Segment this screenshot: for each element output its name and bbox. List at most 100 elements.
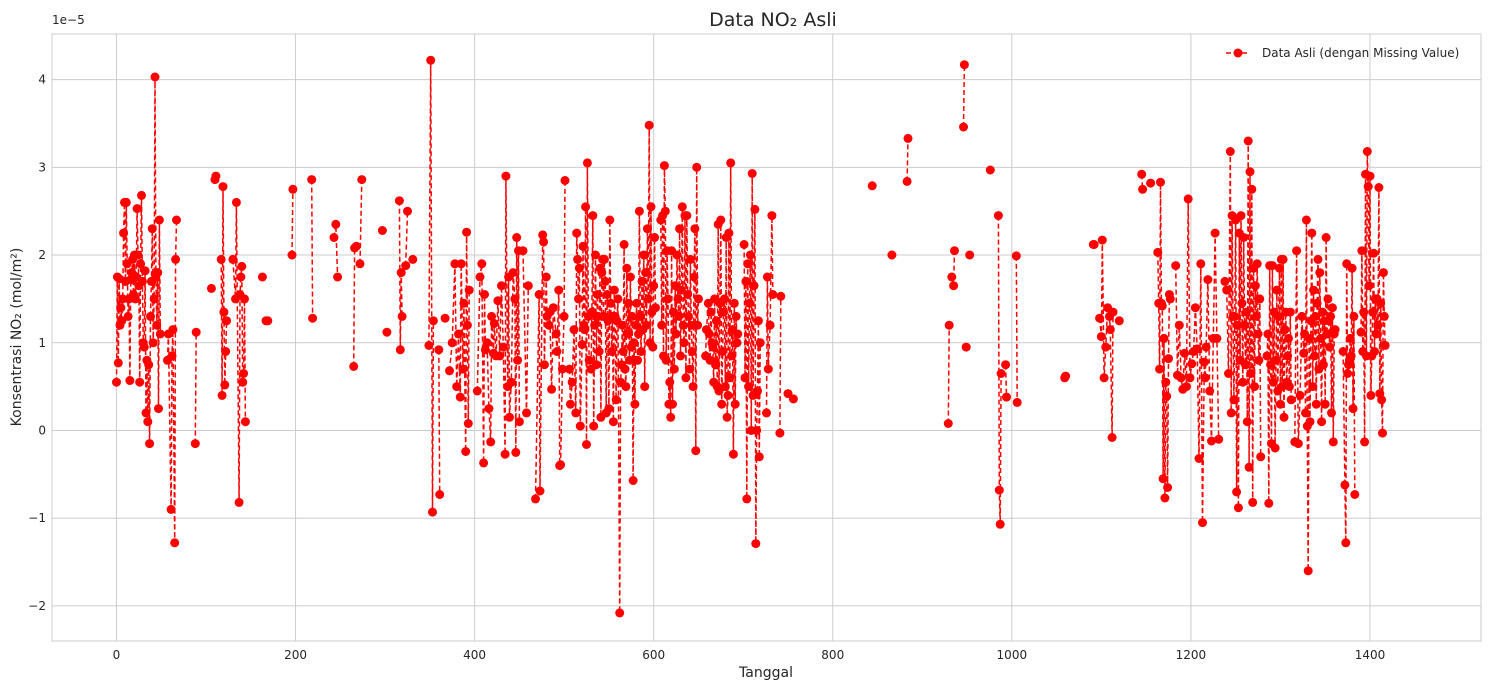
data-point <box>116 303 126 313</box>
data-point <box>663 294 673 304</box>
data-point <box>959 122 968 132</box>
data-point <box>1264 498 1274 508</box>
data-point <box>497 281 506 291</box>
series-line-segment <box>765 215 774 413</box>
data-point <box>349 361 359 371</box>
data-point <box>1316 333 1326 343</box>
data-point <box>333 272 343 282</box>
data-point <box>744 382 754 392</box>
data-point <box>1201 342 1211 352</box>
data-point <box>1268 377 1278 387</box>
data-point <box>674 311 684 321</box>
series-line-segment <box>1015 255 1018 403</box>
series-line-segment <box>359 179 363 264</box>
data-point <box>668 399 677 409</box>
data-point <box>681 373 691 383</box>
data-point <box>1095 313 1105 323</box>
data-point <box>943 419 953 428</box>
data-point <box>513 355 523 365</box>
data-point <box>762 408 771 418</box>
data-point <box>624 298 634 308</box>
data-point <box>751 539 761 549</box>
data-point <box>140 266 150 276</box>
data-point <box>635 311 645 321</box>
data-point <box>486 437 496 447</box>
data-point <box>995 519 1005 529</box>
data-point <box>1364 281 1374 291</box>
data-point <box>1160 493 1170 503</box>
data-point <box>1253 329 1263 339</box>
data-point <box>1256 452 1266 462</box>
data-point <box>1380 340 1390 350</box>
data-point <box>582 158 592 168</box>
data-point <box>154 215 164 225</box>
data-point <box>166 504 176 514</box>
data-point <box>1327 303 1337 313</box>
data-point <box>604 404 614 414</box>
data-point <box>1326 311 1336 321</box>
data-point <box>1241 360 1250 370</box>
data-point <box>133 250 143 260</box>
data-point <box>112 377 121 387</box>
data-point <box>498 342 508 352</box>
data-point <box>660 206 670 216</box>
data-point <box>1236 211 1246 221</box>
data-point <box>1099 373 1109 383</box>
data-point <box>557 364 567 374</box>
series-line-segment <box>404 211 409 266</box>
data-point <box>669 364 679 374</box>
data-point <box>708 342 718 352</box>
data-point <box>1242 417 1252 427</box>
data-point <box>1012 397 1022 407</box>
data-point <box>572 228 582 238</box>
data-point <box>1138 184 1148 194</box>
data-point <box>686 320 696 330</box>
data-point <box>118 294 128 304</box>
data-point <box>592 290 602 299</box>
data-point <box>1279 412 1289 422</box>
data-point <box>574 294 583 304</box>
data-point <box>902 176 912 186</box>
data-point <box>675 224 685 234</box>
data-point <box>1159 333 1169 343</box>
data-point <box>1311 399 1321 409</box>
data-point <box>581 202 591 212</box>
data-point <box>1369 248 1379 258</box>
data-point <box>590 320 600 330</box>
data-point <box>351 241 361 251</box>
data-point <box>740 373 750 383</box>
data-point <box>1156 177 1165 187</box>
data-point <box>456 259 466 269</box>
data-point <box>1101 342 1111 352</box>
data-point <box>382 327 392 337</box>
data-point <box>1263 329 1273 339</box>
data-point <box>168 325 178 335</box>
data-point <box>458 364 468 374</box>
data-point <box>1365 171 1375 181</box>
data-point <box>155 329 165 339</box>
data-point <box>239 369 249 378</box>
data-point <box>1089 240 1099 249</box>
data-point <box>641 268 651 278</box>
data-point <box>554 285 564 295</box>
data-point <box>1250 281 1260 291</box>
data-point <box>1243 136 1253 146</box>
data-point <box>565 364 574 374</box>
data-point <box>742 494 752 504</box>
data-point <box>1183 194 1193 204</box>
data-point <box>1252 259 1262 269</box>
y-axis-label: Konsentrasi NO₂ (mol/m²) <box>9 248 25 427</box>
data-point <box>731 311 741 321</box>
data-point <box>1374 183 1384 192</box>
series-line-segment <box>232 202 247 503</box>
data-point <box>357 175 367 185</box>
series-line-segment <box>947 325 950 424</box>
data-point <box>965 250 975 260</box>
data-point <box>666 412 676 422</box>
data-point <box>687 347 697 356</box>
data-point <box>228 254 238 264</box>
data-point <box>620 364 630 374</box>
data-point <box>1105 325 1115 335</box>
data-point <box>1225 147 1235 156</box>
